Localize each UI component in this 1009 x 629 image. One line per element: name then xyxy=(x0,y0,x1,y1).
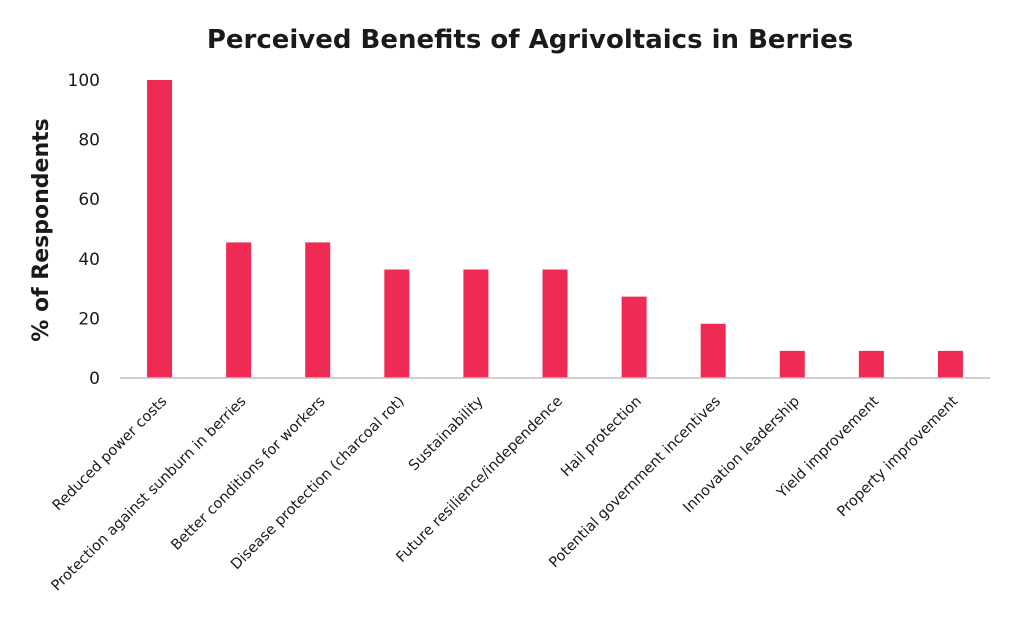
bar xyxy=(937,350,963,378)
x-category-label: Better conditions for workers xyxy=(168,394,328,554)
chart-title: Perceived Benefits of Agrivoltaics in Be… xyxy=(207,25,853,55)
y-tick-label: 20 xyxy=(78,309,100,329)
bar xyxy=(463,269,489,378)
y-axis-label: % of Respondents xyxy=(29,118,54,341)
bar xyxy=(305,242,331,378)
bar xyxy=(621,296,647,378)
bar xyxy=(700,323,726,378)
y-axis-ticks: 0 20 40 60 80 100 xyxy=(68,71,100,389)
bar xyxy=(147,80,173,378)
bar xyxy=(858,350,884,378)
y-tick-label: 0 xyxy=(89,369,100,389)
bar xyxy=(779,350,805,378)
x-category-label: Potential government incentives xyxy=(546,394,724,572)
x-category-label: Future resilience/independence xyxy=(393,393,565,565)
bars-group xyxy=(147,80,963,378)
x-category-label: Disease protection (charcoal rot) xyxy=(228,394,408,574)
x-category-label: Hail protection xyxy=(558,394,645,481)
bar xyxy=(226,242,252,378)
y-tick-label: 80 xyxy=(78,131,100,151)
x-category-label: Sustainability xyxy=(406,393,487,474)
bar xyxy=(542,269,568,378)
y-tick-label: 40 xyxy=(78,250,100,270)
y-tick-label: 60 xyxy=(78,190,100,210)
y-tick-label: 100 xyxy=(68,71,100,91)
bar xyxy=(384,269,410,378)
